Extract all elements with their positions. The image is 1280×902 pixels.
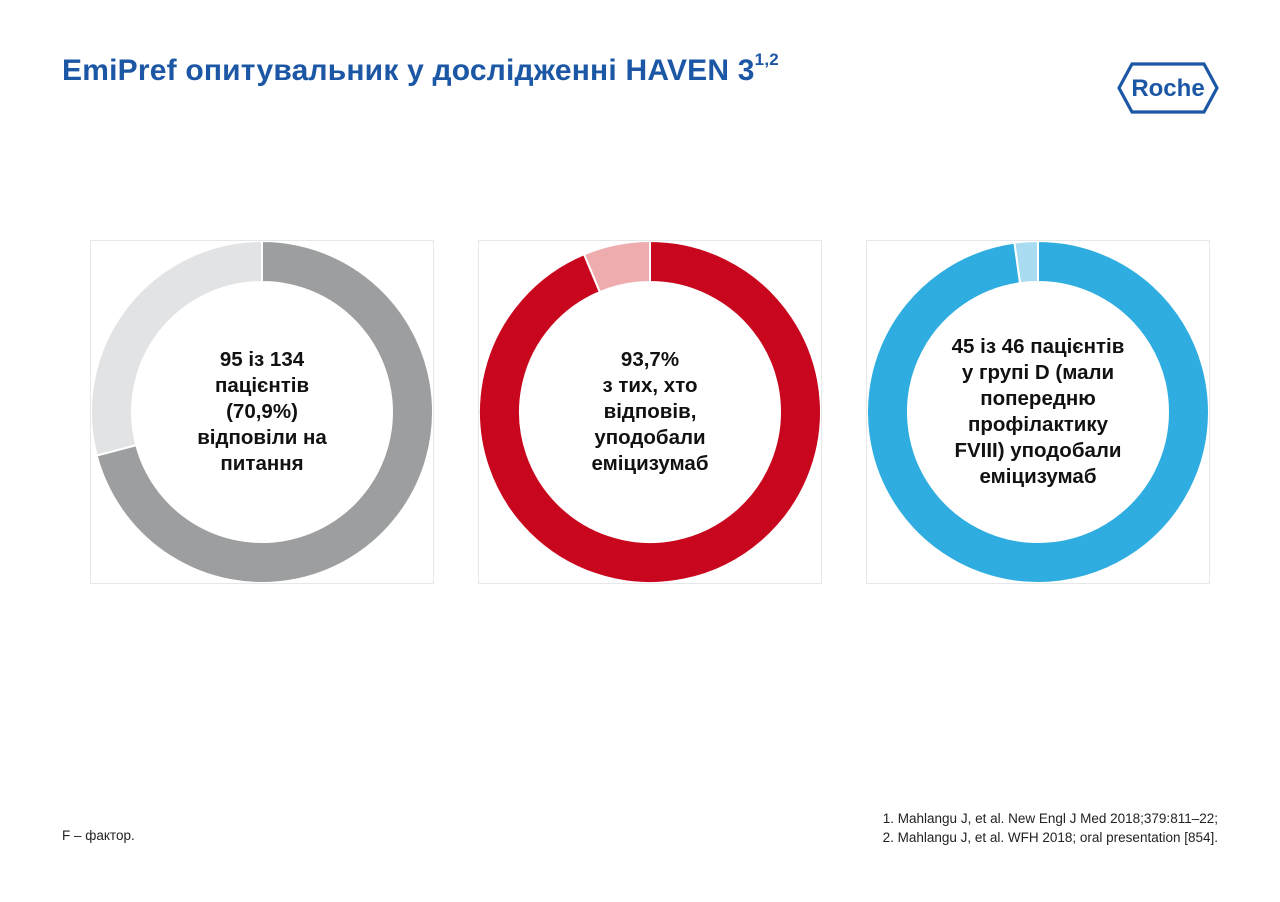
donut-center-label: 45 із 46 пацієнтів у групі D (мали попер… [951, 335, 1125, 488]
references: 1. Mahlangu J, et al. New Engl J Med 201… [883, 809, 1218, 847]
donut-segment-rest [91, 241, 263, 457]
chart-panel-preferred: 93,7% з тих, хто відповів, уподобали емі… [478, 240, 822, 584]
title-text: EmiPref опитувальник у дослідженні HAVEN… [62, 54, 755, 87]
donut-center-label: 93,7% з тих, хто відповів, уподобали емі… [591, 348, 709, 475]
reference-2: 2. Mahlangu J, et al. WFH 2018; oral pre… [882, 830, 1218, 845]
donut-chart [479, 241, 821, 583]
page-title: EmiPref опитувальник у дослідженні HAVEN… [62, 50, 779, 88]
donut-center-label: 95 із 134 пацієнтів (70,9%) відповіли на… [197, 348, 327, 475]
reference-1: 1. Mahlangu J, et al. New Engl J Med 201… [882, 811, 1218, 826]
footnote: F – фактор. [62, 828, 135, 843]
title-superscript: 1,2 [754, 50, 779, 69]
chart-panel-group-d: 45 із 46 пацієнтів у групі D (мали попер… [866, 240, 1210, 584]
roche-logo-text: Roche [1131, 75, 1204, 102]
donut-segment-main [479, 241, 821, 583]
donut-segment-rest [582, 241, 651, 294]
roche-logo: Roche [1117, 62, 1219, 114]
donut-chart [867, 241, 1209, 583]
donut-segment-rest [1013, 241, 1039, 285]
donut-segment-main [867, 241, 1209, 583]
donut-chart [91, 241, 433, 583]
chart-panel-responded: 95 із 134 пацієнтів (70,9%) відповіли на… [90, 240, 434, 584]
donut-segment-main [95, 241, 433, 583]
